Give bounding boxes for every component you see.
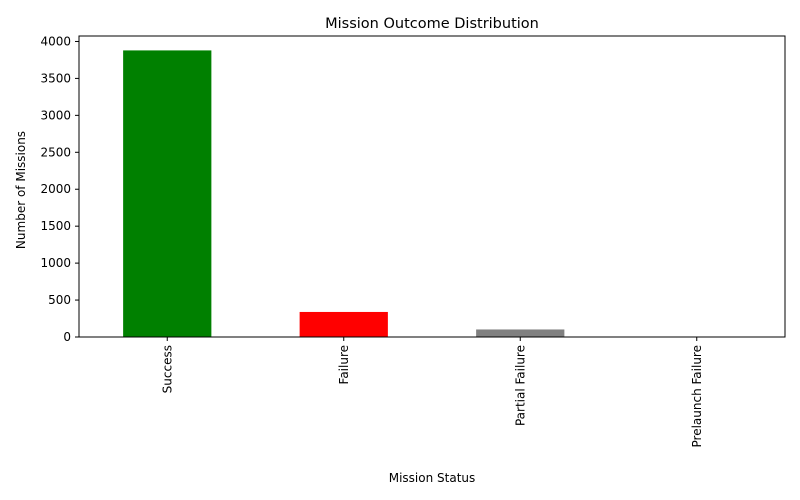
chart-title: Mission Outcome Distribution	[325, 16, 539, 32]
y-tick-label: 0	[63, 330, 71, 344]
x-tick-label: Prelaunch Failure	[690, 345, 704, 447]
x-tick-label: Failure	[337, 345, 351, 384]
bar-failure	[299, 311, 388, 337]
x-tick-label: Partial Failure	[513, 345, 527, 426]
y-axis-title: Number of Missions	[14, 131, 28, 249]
y-tick-label: 2000	[40, 182, 71, 196]
axes-frame	[78, 35, 786, 338]
y-tick-label: 4000	[40, 34, 71, 48]
y-tick-label: 500	[48, 293, 71, 307]
plot-area: 0 500 1000 1500 2000 2500 3000 3500 4000 Success F…	[40, 34, 786, 447]
bar-partial-failure	[476, 329, 565, 337]
y-tick-label: 3500	[40, 71, 71, 85]
bar-success	[123, 50, 212, 337]
y-tick-label: 1500	[40, 219, 71, 233]
y-tick-label: 3000	[40, 108, 71, 122]
x-tick-label: Success	[160, 345, 174, 393]
y-tick-label: 1000	[40, 256, 71, 270]
x-axis-title: Mission Status	[389, 471, 476, 485]
y-tick-label: 2500	[40, 145, 71, 159]
